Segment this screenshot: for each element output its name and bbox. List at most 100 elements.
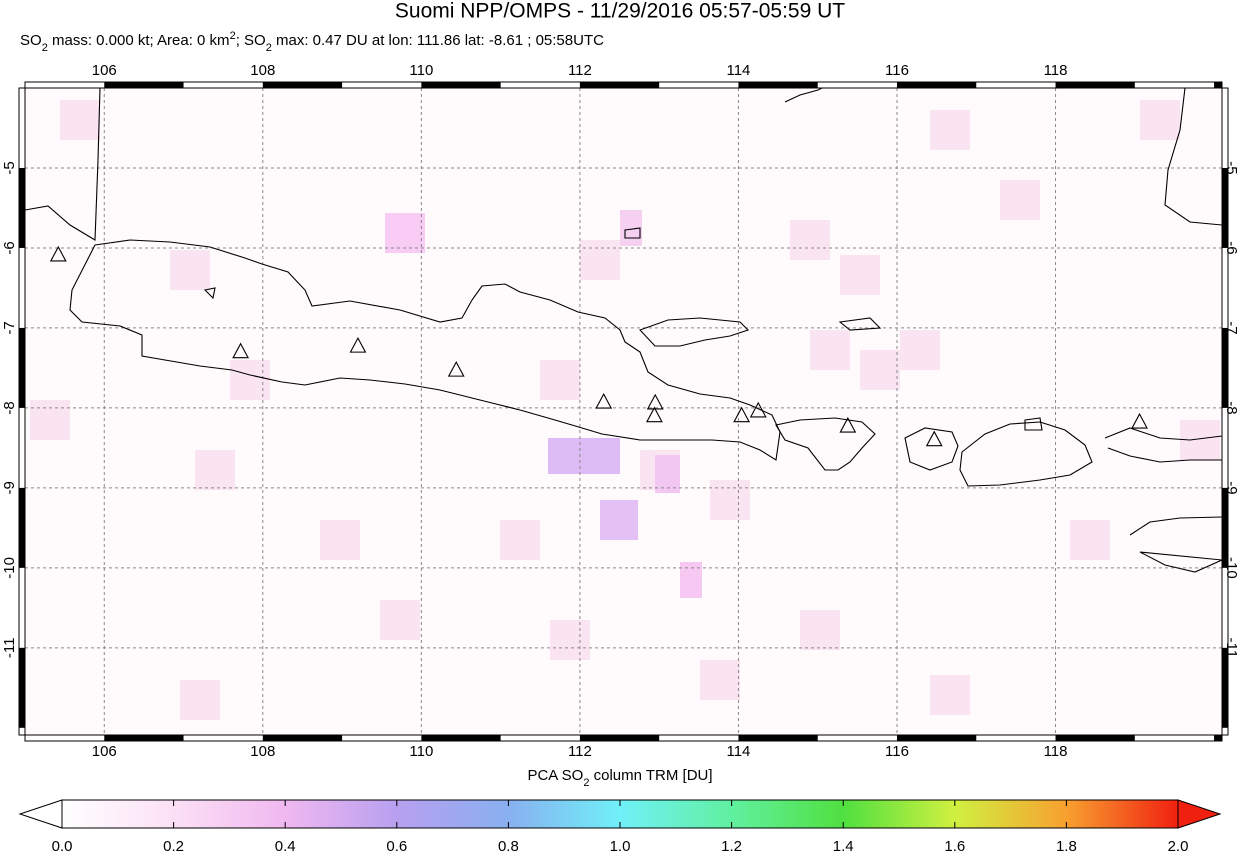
frame-bar (19, 487, 25, 568)
x-tick-label: 110 (409, 62, 433, 79)
colorbar-tick-label: 1.8 (1056, 838, 1077, 855)
coastline-flores (1104, 427, 1222, 463)
text-part: max: 0.47 DU at lon: 111.86 lat: -8.61 ;… (272, 32, 604, 49)
coastline-madura (639, 317, 750, 347)
colorbar-tick-label: 0.8 (498, 838, 519, 855)
frame-bar (1222, 647, 1228, 728)
colorbar-tick-label: 1.4 (833, 838, 854, 855)
frame-bar (19, 167, 25, 248)
so2-pixel (548, 438, 620, 474)
coastline-sumatra (25, 88, 101, 241)
frame-bar (896, 735, 977, 741)
so2-pixel (680, 562, 702, 598)
y-tick-label: -7 (1, 321, 18, 334)
frame-bar (1055, 82, 1135, 88)
so2-pixel (655, 455, 680, 493)
x-tick-label: 114 (726, 743, 750, 760)
text-part: 2 (583, 777, 589, 789)
y-tick-label: -10 (1223, 557, 1239, 579)
x-tick-label: 110 (409, 743, 433, 760)
x-tick-label: 106 (92, 743, 117, 760)
x-tick-label: 108 (250, 62, 275, 79)
volcano-marker (447, 360, 465, 377)
x-tick-label: 114 (726, 62, 750, 79)
frame-bar (896, 82, 977, 88)
volcano-marker (749, 401, 767, 418)
x-tick-label: 116 (885, 62, 909, 79)
coastline-borneo (784, 88, 823, 103)
colorbar-tick-label: 0.6 (386, 838, 407, 855)
volcano-marker (925, 430, 943, 447)
frame-bar (262, 735, 343, 741)
colorbar-tick-label: 1.2 (721, 838, 742, 855)
y-tick-label: -6 (1, 241, 18, 254)
frame-bar (579, 82, 660, 88)
y-tick-label: -5 (1223, 161, 1239, 174)
y-tick-label: -10 (1, 557, 18, 579)
frame-bar (1214, 82, 1222, 88)
grid (25, 88, 1222, 735)
frame-bar (1055, 735, 1135, 741)
x-tick-label: 108 (250, 743, 275, 760)
text-part: 2 (42, 42, 48, 54)
frame-bar (1222, 487, 1228, 568)
frame-bar (738, 82, 818, 88)
text-part: mass: 0.000 kt; Area: 0 km (48, 32, 230, 49)
y-tick-label: -8 (1223, 401, 1239, 414)
colorbar-arrow-low (18, 799, 63, 829)
coastline-islets (203, 227, 1043, 431)
frame-bar (104, 82, 184, 88)
y-tick-label: -5 (1, 161, 18, 174)
coastlines (25, 88, 1222, 573)
frame-bar (421, 735, 501, 741)
coastline-lombok (904, 427, 959, 471)
y-tick-label: -9 (1223, 481, 1239, 494)
y-tick-label: -9 (1, 481, 18, 494)
colorbar-tick-label: 2.0 (1168, 838, 1189, 855)
y-tick-label: -11 (1223, 638, 1239, 659)
text-part: SO (20, 32, 42, 49)
colorbar-tick-label: 0.0 (52, 838, 73, 855)
y-tick-label: -8 (1, 401, 18, 414)
so2-background-pixels (30, 100, 1220, 720)
text-part: column TRM [DU] (589, 767, 712, 784)
map-area (25, 88, 1222, 735)
frame-bar (738, 735, 818, 741)
so2-pixel (600, 500, 638, 540)
text-part: PCA SO (527, 767, 583, 784)
frame-bar (421, 82, 501, 88)
text-part: 2 (230, 30, 236, 42)
x-tick-label: 112 (568, 62, 592, 79)
volcano-marker (733, 406, 751, 423)
frame-bar (262, 82, 343, 88)
volcano-marker (232, 342, 250, 359)
text-part: ; SO (236, 32, 266, 49)
map-frame (18, 81, 1229, 742)
frame-bar (1222, 327, 1228, 408)
volcano-marker (595, 392, 613, 409)
map-background (25, 88, 1222, 735)
volcano-marker (645, 406, 663, 423)
coastline-bali (775, 417, 876, 471)
x-tick-label: 112 (568, 743, 592, 760)
y-tick-label: -6 (1223, 241, 1239, 254)
frame-bar (19, 647, 25, 728)
coastline-java (69, 239, 781, 461)
map-title: Suomi NPP/OMPS - 11/29/2016 05:57-05:59 … (395, 0, 845, 23)
colorbar-tick-label: 0.2 (163, 838, 184, 855)
text-part: 2 (266, 42, 272, 54)
volcano-marker (839, 416, 857, 433)
colorbar: 0.0 0.2 0.4 0.6 0.8 1.0 1.2 1.4 1.6 1.8 2.0 (18, 799, 1222, 855)
axes: 106 106 108 108 110 110 112 112 114 114 116 116 118 1… (1, 62, 1239, 760)
x-tick-label: 118 (1044, 743, 1068, 760)
x-tick-label: 106 (92, 62, 117, 79)
volcano-marker (49, 245, 67, 262)
volcanoes (49, 245, 1148, 447)
frame-bar (579, 735, 660, 741)
coastline-sumbawa (959, 421, 1093, 487)
x-tick-label: 116 (885, 743, 909, 760)
colorbar-tick-label: 1.6 (944, 838, 965, 855)
volcano-marker (349, 336, 367, 353)
colorbar-label: PCA SO2 column TRM [DU] (527, 767, 712, 789)
